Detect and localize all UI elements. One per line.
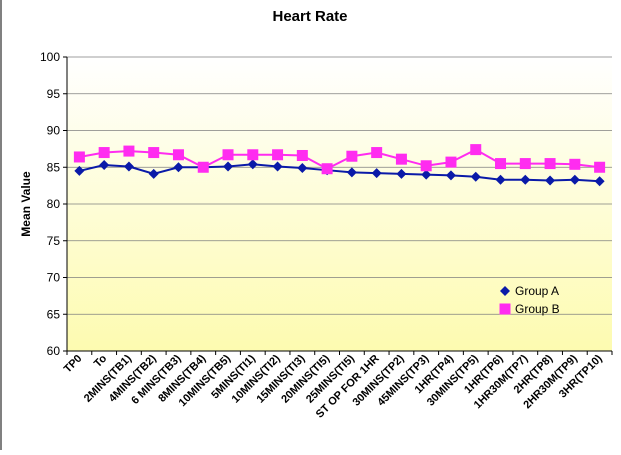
grid-lines: [67, 56, 612, 315]
series-1-point: [569, 174, 580, 185]
chart-title: Heart Rate: [272, 8, 347, 25]
series-2-point: [247, 149, 259, 161]
series-1-point: [396, 168, 407, 179]
series-1-point: [445, 170, 456, 181]
series-1-point: [272, 161, 283, 172]
series-2-point: [495, 158, 507, 170]
series-2-point: [296, 149, 308, 161]
series-2-point: [123, 145, 135, 157]
series-2-point: [222, 149, 234, 161]
series-1-point: [99, 160, 110, 171]
series-2-point: [569, 158, 581, 170]
legend-label: Group A: [515, 284, 559, 298]
series-1-point: [297, 162, 308, 173]
series-1-point: [520, 174, 531, 185]
series-1-line: [79, 163, 600, 183]
x-tick-label: TP0: [62, 353, 85, 376]
series-1-point: [74, 165, 85, 176]
legend-item: Group B: [499, 302, 560, 316]
series-2-line: [79, 148, 600, 170]
series-2-point: [395, 153, 407, 165]
y-tick-label: 80: [47, 197, 61, 211]
series-2-point: [420, 160, 432, 172]
series-2-point: [346, 150, 358, 162]
series-layer: [73, 144, 606, 187]
series-1-point: [247, 159, 258, 170]
series-2-point: [594, 161, 606, 173]
y-tick-label: 75: [47, 234, 61, 248]
series-1-point: [371, 168, 382, 179]
series-2-point: [98, 147, 110, 159]
legend: Group A Group B: [499, 284, 560, 316]
y-tick-label: 60: [47, 344, 61, 358]
series-1-point: [495, 174, 506, 185]
legend-item: Group A: [500, 284, 559, 298]
series-1-point: [346, 167, 357, 178]
series-2-point: [470, 144, 482, 156]
series-1-point: [123, 161, 134, 172]
series-2-point: [519, 158, 531, 170]
series-2-point: [272, 149, 284, 161]
y-axis-label: Mean Value: [19, 171, 33, 237]
series-2-point: [197, 161, 209, 173]
series-1-point: [594, 176, 605, 187]
series-1-point: [545, 175, 556, 186]
y-tick-label: 65: [47, 307, 61, 321]
y-tick-label: 100: [40, 50, 60, 64]
series-2-point: [73, 151, 85, 163]
y-tick-label: 85: [47, 160, 61, 174]
legend-label: Group B: [515, 302, 560, 316]
y-axis-ticks: 60 65 70 75 80 85 90 95 100: [40, 50, 67, 358]
y-tick-label: 95: [47, 87, 61, 101]
series-2-point: [172, 149, 184, 161]
legend-marker: [500, 286, 510, 296]
series-2-point: [445, 156, 457, 168]
series-2: [73, 144, 606, 175]
series-2-point: [148, 147, 160, 159]
y-tick-label: 70: [47, 271, 61, 285]
series-1-point: [421, 169, 432, 180]
series-1-point: [223, 161, 234, 172]
series-1-point: [470, 171, 481, 182]
series-2-point: [371, 147, 383, 159]
series-1-point: [173, 162, 184, 173]
y-tick-label: 90: [47, 124, 61, 138]
x-tick-label: To: [92, 352, 110, 370]
series-1-point: [148, 168, 159, 179]
series-2-point: [544, 158, 556, 170]
legend-marker: [499, 303, 511, 315]
series-2-point: [321, 163, 333, 175]
